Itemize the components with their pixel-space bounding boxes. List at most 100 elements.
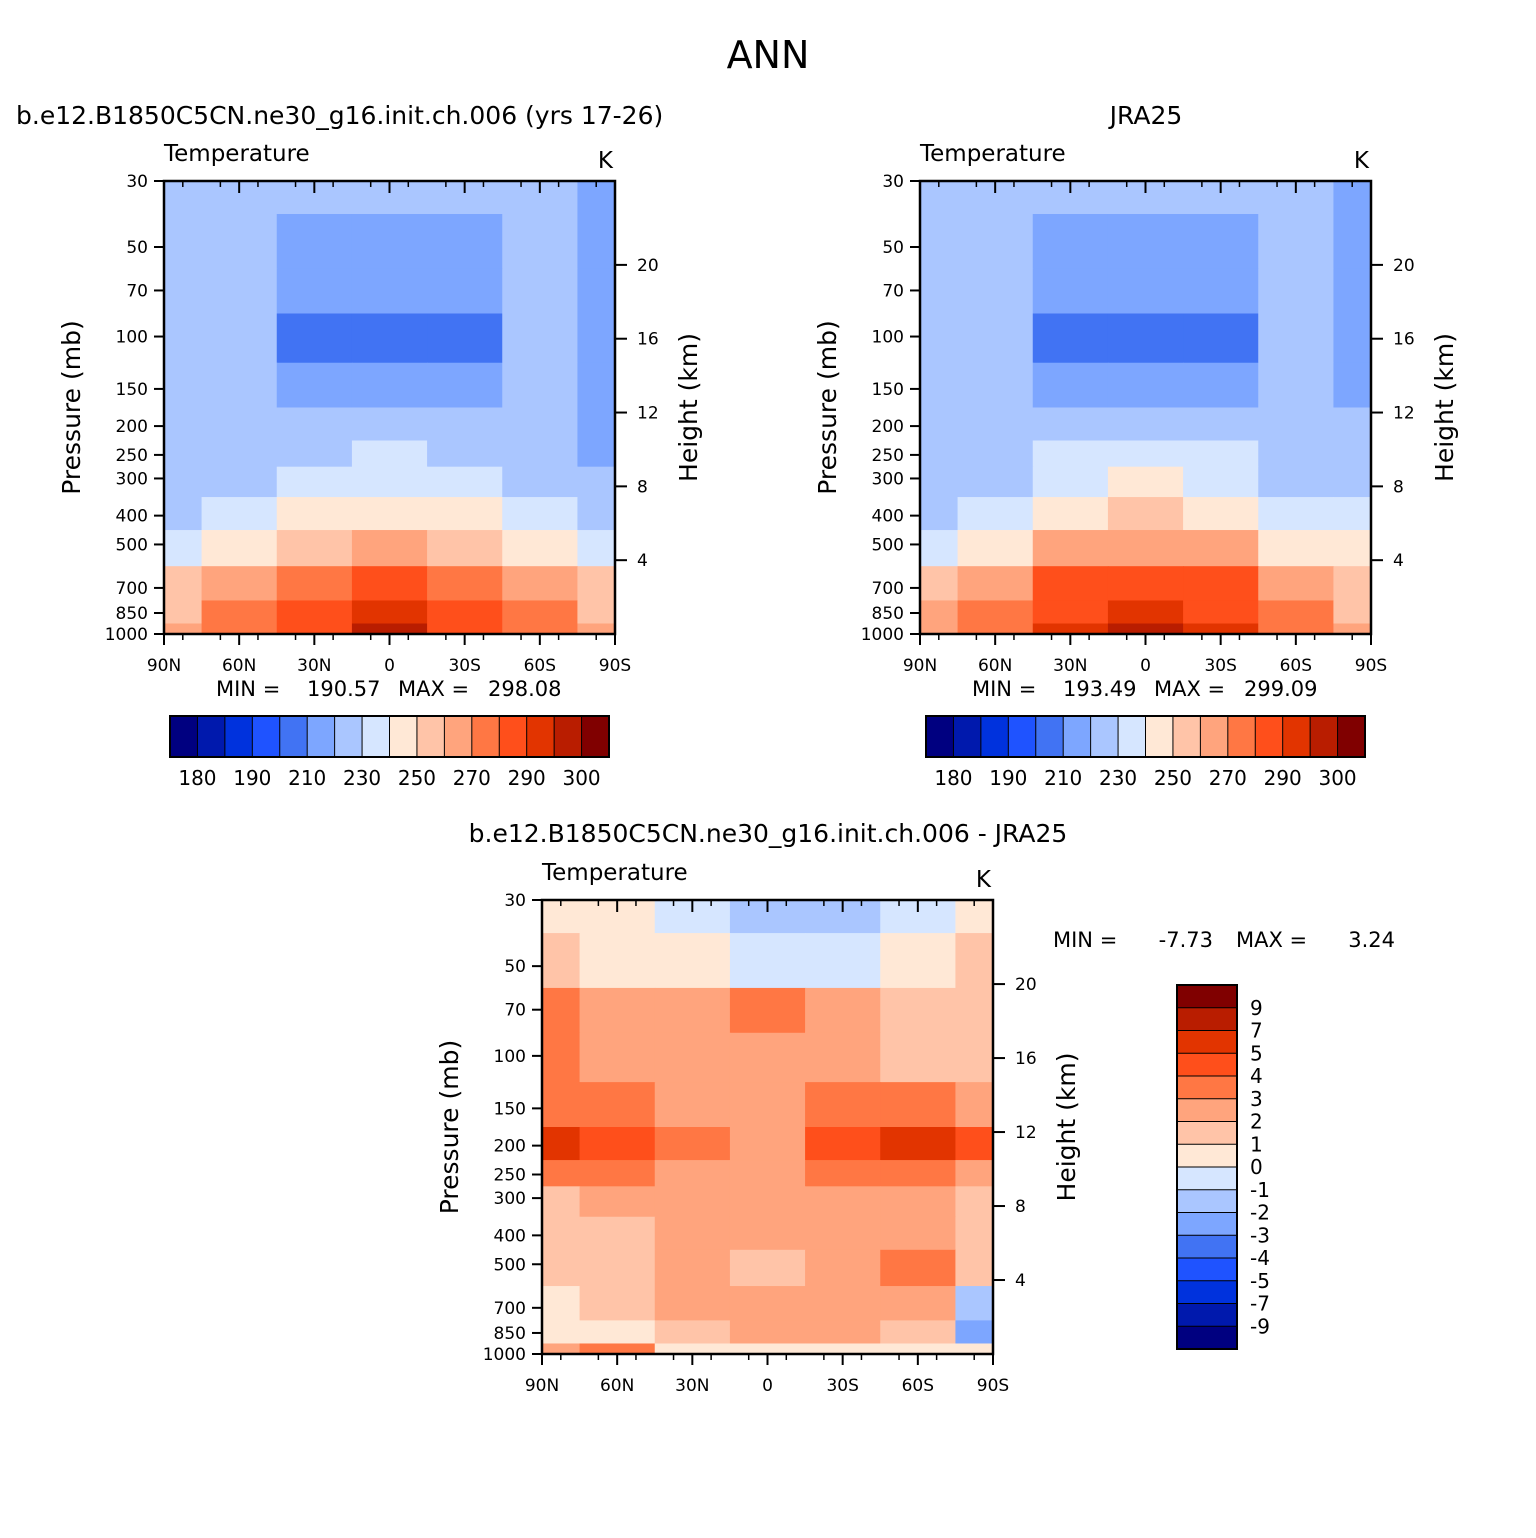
colorbar-swatch	[1172, 716, 1201, 757]
data-cell	[1107, 407, 1184, 442]
data-cell	[1183, 566, 1259, 602]
colorbar-label: 180	[934, 766, 972, 790]
data-cell	[542, 1032, 581, 1083]
data-cell	[164, 566, 203, 602]
pressure-tick-label: 1000	[861, 625, 904, 645]
colorbar-label: 9	[1250, 996, 1263, 1020]
pressure-tick-label: 700	[872, 579, 904, 599]
data-cell	[729, 1249, 806, 1287]
lat-tick-label: 30S	[1204, 656, 1236, 676]
panel-diff-min-label: MIN =	[1053, 928, 1117, 952]
data-cell	[805, 1343, 881, 1355]
pressure-tick-label: 1000	[105, 625, 148, 645]
contour-field-model	[164, 181, 616, 635]
data-cell	[502, 497, 579, 531]
data-cell	[201, 313, 278, 364]
height-tick-label: 16	[637, 330, 659, 350]
data-cell	[502, 566, 579, 602]
data-cell	[351, 440, 428, 468]
pressure-tick-label: 500	[116, 535, 148, 555]
data-cell	[880, 933, 957, 989]
panel-model-max-label: MAX =	[398, 677, 469, 701]
pressure-tick-label: 30	[882, 172, 904, 192]
data-cell	[542, 1320, 581, 1345]
height-tick-label: 8	[1015, 1197, 1026, 1217]
data-cell	[729, 933, 806, 989]
data-cell	[957, 623, 1034, 635]
data-cell	[729, 1186, 806, 1218]
data-cell	[502, 313, 579, 364]
data-cell	[955, 1127, 994, 1161]
colorbar-swatch	[416, 716, 445, 757]
data-cell	[542, 987, 581, 1034]
panel-title-model: b.e12.B1850C5CN.ne30_g16.init.ch.006 (yr…	[16, 101, 663, 130]
colorbar-swatch	[1177, 1098, 1237, 1122]
data-cell	[579, 1160, 656, 1187]
data-cell	[957, 497, 1034, 531]
data-cell	[427, 268, 503, 315]
lat-tick-label: 0	[384, 656, 395, 676]
data-cell	[729, 1320, 806, 1345]
colorbar-swatch	[554, 716, 582, 757]
colorbar-label: 0	[1250, 1155, 1263, 1179]
data-cell	[920, 407, 959, 442]
data-cell	[729, 1127, 806, 1161]
lat-tick-label: 60S	[902, 1376, 934, 1396]
height-tick-label: 8	[1393, 477, 1404, 497]
data-cell	[579, 1186, 656, 1218]
data-cell	[579, 1343, 656, 1355]
data-cell	[920, 440, 959, 468]
data-cell	[577, 466, 616, 498]
pressure-tick-label: 70	[504, 1001, 526, 1021]
data-cell	[880, 1082, 957, 1128]
data-cell	[955, 1216, 994, 1251]
colorbar-swatch	[1177, 1303, 1237, 1327]
variable-label-diff: Temperature	[541, 860, 688, 886]
data-cell	[1107, 440, 1184, 468]
variable-label-model: Temperature	[163, 141, 310, 167]
colorbar-label: 290	[508, 766, 546, 790]
colorbar-swatch	[1177, 1235, 1237, 1259]
colorbar-swatch	[1177, 1212, 1237, 1236]
data-cell	[201, 362, 278, 409]
data-cell	[577, 497, 616, 531]
data-cell	[1333, 362, 1372, 409]
colorbar-swatch	[471, 716, 500, 757]
data-cell	[1258, 600, 1335, 625]
data-cell	[1183, 497, 1259, 531]
colorbar-obs: 180 190 210 230 250 270 290 300	[925, 715, 1366, 790]
panel-diff-max-label: MAX =	[1236, 928, 1307, 952]
data-cell	[805, 1032, 881, 1083]
colorbar-label: 190	[989, 766, 1027, 790]
lat-tick-label: 60N	[978, 656, 1012, 676]
data-cell	[729, 1082, 806, 1128]
pressure-tick-label: 70	[126, 281, 148, 301]
data-cell	[502, 600, 579, 625]
data-cell	[1333, 600, 1372, 625]
data-cell	[880, 1320, 957, 1345]
data-cell	[1333, 497, 1372, 531]
pressure-tick-label: 100	[116, 328, 148, 348]
pressure-tick-label: 1000	[483, 1345, 526, 1365]
data-cell	[164, 268, 203, 315]
data-cell	[1032, 440, 1109, 468]
pressure-tick-label: 50	[882, 238, 904, 258]
data-cell	[729, 1286, 806, 1321]
data-cell	[351, 268, 428, 315]
data-cell	[955, 1286, 994, 1321]
data-cell	[805, 1160, 881, 1187]
colorbar-swatch	[362, 716, 390, 757]
colorbar-label: 250	[398, 766, 436, 790]
data-cell	[164, 313, 203, 364]
data-cell	[579, 1032, 656, 1083]
data-cell	[1107, 268, 1184, 315]
data-cell	[1258, 497, 1335, 531]
panel-obs-min-label: MIN =	[972, 677, 1036, 701]
data-cell	[920, 466, 959, 498]
data-cell	[542, 1249, 581, 1287]
colorbar-swatch	[444, 716, 473, 757]
data-cell	[729, 1216, 806, 1251]
data-cell	[957, 530, 1034, 567]
data-cell	[805, 1082, 881, 1128]
data-cell	[654, 1343, 731, 1355]
